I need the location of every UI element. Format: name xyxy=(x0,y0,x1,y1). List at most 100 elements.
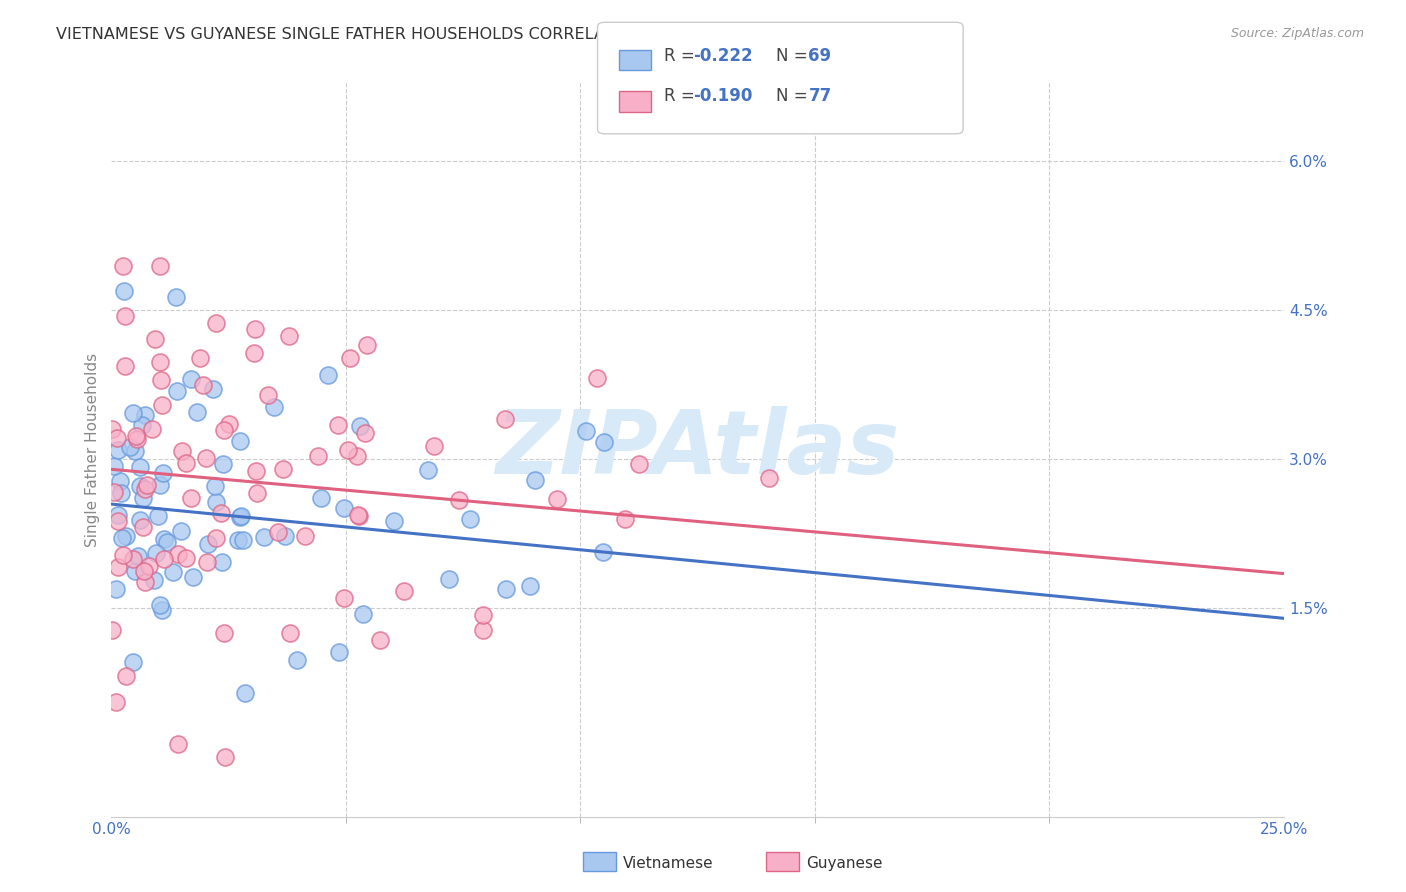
Point xyxy=(141,422,163,436)
Point xyxy=(285,652,308,666)
Point xyxy=(129,513,152,527)
Point xyxy=(103,458,125,473)
Point xyxy=(145,546,167,560)
Point xyxy=(627,457,650,471)
Point xyxy=(156,534,179,549)
Point xyxy=(135,478,157,492)
Point xyxy=(495,582,517,596)
Point xyxy=(132,491,155,505)
Text: -0.222: -0.222 xyxy=(693,47,752,65)
Point xyxy=(174,456,197,470)
Point xyxy=(273,529,295,543)
Point xyxy=(105,582,128,596)
Point xyxy=(214,626,236,640)
Point xyxy=(132,520,155,534)
Point xyxy=(233,686,256,700)
Point xyxy=(458,512,481,526)
Point xyxy=(181,570,204,584)
Point xyxy=(107,514,129,528)
Point xyxy=(437,572,460,586)
Point xyxy=(128,479,150,493)
Point xyxy=(149,355,172,369)
Point xyxy=(758,471,780,485)
Text: Source: ZipAtlas.com: Source: ZipAtlas.com xyxy=(1230,27,1364,40)
Point xyxy=(273,462,295,476)
Point xyxy=(494,412,516,426)
Point xyxy=(204,479,226,493)
Point xyxy=(253,530,276,544)
Point xyxy=(228,434,250,448)
Point xyxy=(263,400,285,414)
Point xyxy=(186,404,208,418)
Point xyxy=(134,482,156,496)
Point xyxy=(211,457,233,471)
Point xyxy=(307,449,329,463)
Point xyxy=(229,508,252,523)
Point xyxy=(368,633,391,648)
Point xyxy=(246,486,269,500)
Text: R =: R = xyxy=(664,87,700,104)
Point xyxy=(593,435,616,450)
Text: Guyanese: Guyanese xyxy=(806,856,882,871)
Point xyxy=(257,388,280,402)
Point xyxy=(209,506,232,520)
Point xyxy=(134,574,156,589)
Point xyxy=(613,512,636,526)
Point xyxy=(180,372,202,386)
Point xyxy=(586,370,609,384)
Point xyxy=(447,493,470,508)
Y-axis label: Single Father Households: Single Father Households xyxy=(86,352,100,547)
Point xyxy=(523,473,546,487)
Point xyxy=(354,425,377,440)
Point xyxy=(339,351,361,365)
Point xyxy=(232,533,254,548)
Point xyxy=(245,464,267,478)
Point xyxy=(316,368,339,382)
Point xyxy=(124,564,146,578)
Point xyxy=(146,508,169,523)
Point xyxy=(333,501,356,516)
Point xyxy=(166,384,188,399)
Point xyxy=(214,750,236,764)
Point xyxy=(336,442,359,457)
Point xyxy=(191,377,214,392)
Point xyxy=(153,533,176,547)
Point xyxy=(212,423,235,437)
Point xyxy=(311,491,333,505)
Point xyxy=(101,422,124,436)
Point xyxy=(243,345,266,359)
Point xyxy=(347,508,370,522)
Text: R =: R = xyxy=(664,47,700,65)
Point xyxy=(143,332,166,346)
Point xyxy=(107,442,129,457)
Point xyxy=(218,417,240,432)
Point xyxy=(138,558,160,573)
Point xyxy=(356,338,378,352)
Point xyxy=(127,432,149,446)
Point xyxy=(169,524,191,539)
Point xyxy=(153,552,176,566)
Point xyxy=(519,579,541,593)
Point xyxy=(162,566,184,580)
Point xyxy=(122,552,145,566)
Text: N =: N = xyxy=(776,87,813,104)
Point xyxy=(165,290,187,304)
Text: 77: 77 xyxy=(808,87,832,104)
Point xyxy=(472,623,495,637)
Point xyxy=(226,533,249,547)
Text: -0.190: -0.190 xyxy=(693,87,752,104)
Point xyxy=(180,491,202,506)
Point xyxy=(118,440,141,454)
Text: Vietnamese: Vietnamese xyxy=(623,856,713,871)
Point xyxy=(188,351,211,365)
Point xyxy=(114,309,136,323)
Point xyxy=(328,418,350,433)
Point xyxy=(211,555,233,569)
Point xyxy=(107,431,129,445)
Point xyxy=(152,466,174,480)
Point xyxy=(107,560,129,574)
Point xyxy=(150,398,173,412)
Point xyxy=(111,259,134,273)
Point xyxy=(125,429,148,443)
Point xyxy=(174,551,197,566)
